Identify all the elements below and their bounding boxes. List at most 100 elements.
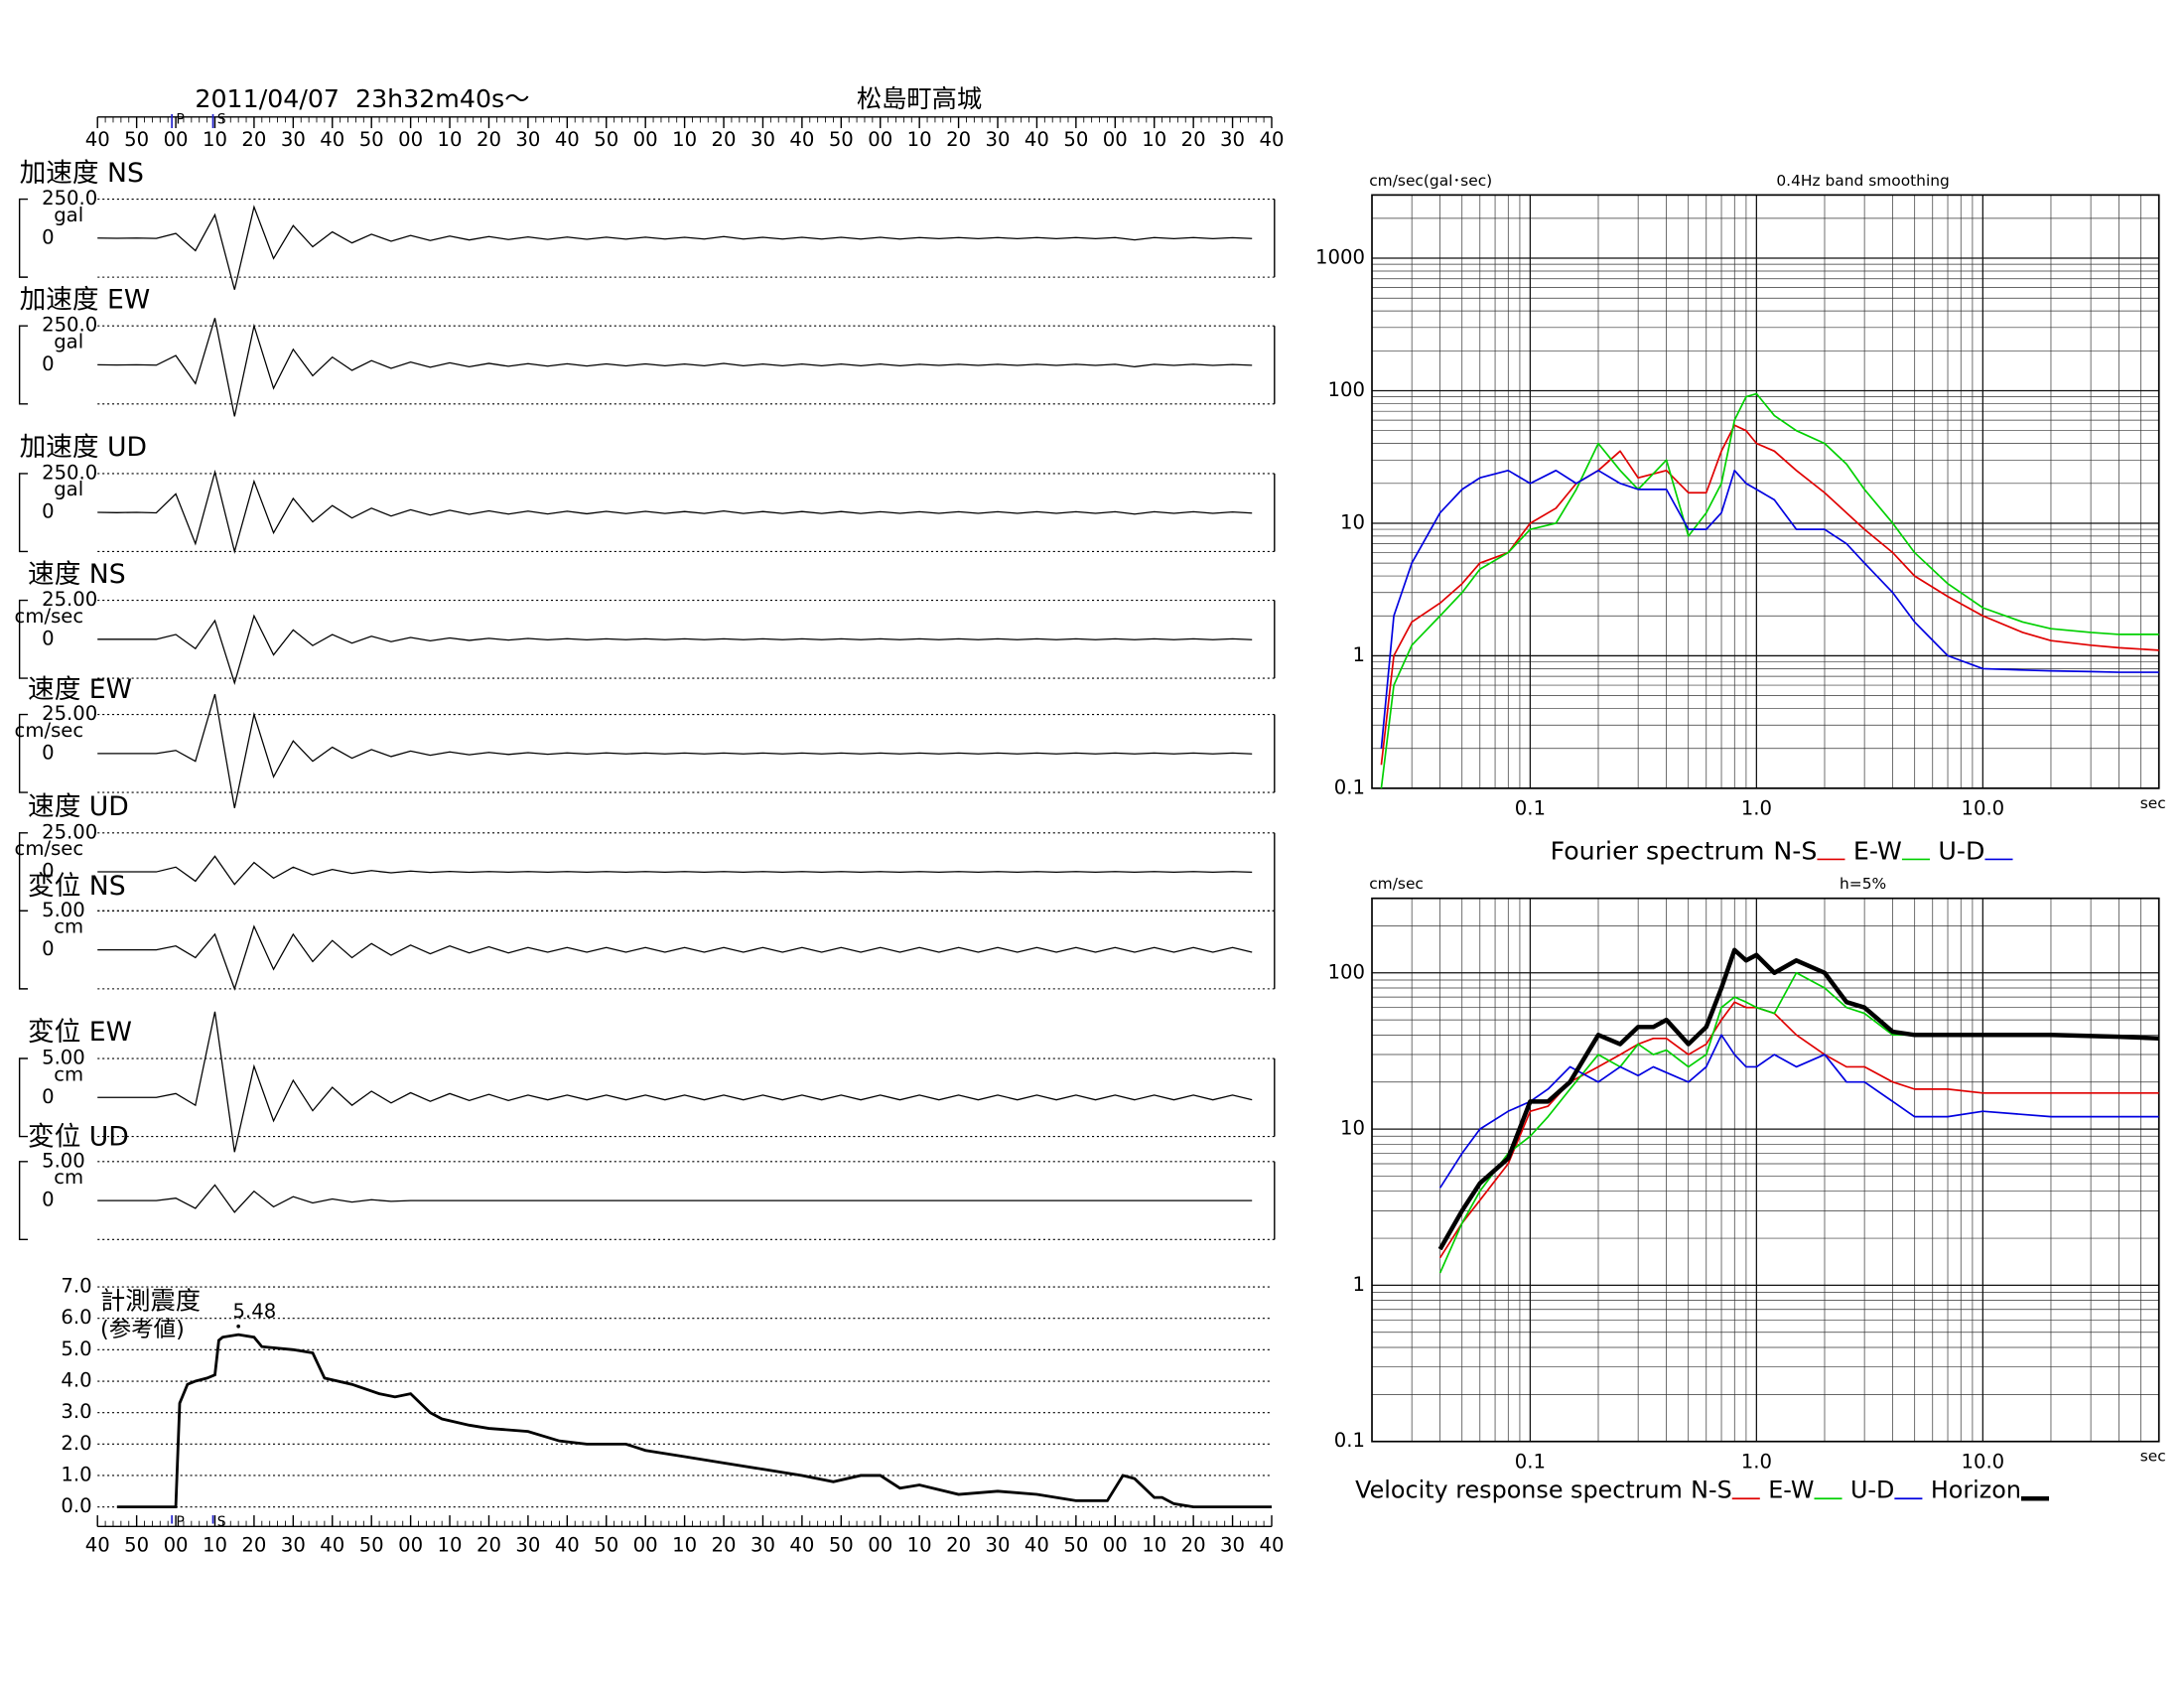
y-tick-label: 1: [1352, 1273, 1365, 1296]
spectrum-line: [1438, 1001, 2159, 1259]
time-tick-label: 00: [398, 128, 423, 151]
time-tick-label: 40: [1024, 1533, 1049, 1556]
y-tick-label: 1000: [1315, 246, 1365, 269]
zero-label: 0: [42, 500, 55, 523]
zero-label: 0: [42, 741, 55, 764]
y-tick-label: 100: [1328, 960, 1365, 983]
phase-label: S: [217, 1514, 226, 1530]
time-tick-label: 00: [164, 128, 189, 151]
legend-label: U-D: [1850, 1477, 1894, 1504]
spectrum-line: [1380, 392, 2159, 788]
plot-frame: [1371, 897, 2160, 1443]
unit-label: gal: [54, 204, 83, 226]
time-tick-label: 00: [1103, 1533, 1128, 1556]
time-tick-label: 30: [986, 128, 1011, 151]
channel-bracket: [18, 713, 29, 793]
time-tick-label: 50: [829, 128, 854, 151]
time-tick-label: 20: [477, 1533, 501, 1556]
legend-label: E-W: [1853, 836, 1902, 865]
channel-bracket: [18, 599, 29, 679]
zero-label: 0: [42, 352, 55, 375]
time-tick-label: 20: [712, 1533, 737, 1556]
time-tick-label: 30: [751, 1533, 775, 1556]
waveform: [97, 1184, 1253, 1213]
channel-bracket: [18, 198, 29, 278]
y-tick-label: 4.0: [61, 1369, 91, 1392]
scale-label: 5.00: [42, 899, 85, 921]
spectrum-line: [1437, 947, 2159, 1251]
y-unit: cm/sec: [1369, 875, 1424, 893]
y-tick-label: 0.0: [61, 1494, 91, 1517]
time-tick-label: 40: [85, 128, 110, 151]
station: 松島町高城: [857, 84, 982, 113]
y-tick-label: 10: [1340, 510, 1365, 533]
time-tick-label: 00: [633, 128, 658, 151]
unit-label: cm/sec: [15, 719, 84, 742]
time-tick-label: 50: [1063, 128, 1088, 151]
scale-label: 25.00: [42, 820, 97, 843]
channel-label: 速度 UD: [28, 791, 129, 822]
scale-label: 250.0: [42, 314, 97, 337]
waveform: [97, 205, 1253, 290]
scale-label: 250.0: [42, 461, 97, 484]
unit-label: gal: [54, 478, 83, 500]
spectrum-line: [1380, 469, 2159, 749]
time-tick-label: 20: [946, 1533, 971, 1556]
time-tick-label: 10: [907, 128, 932, 151]
max-label: 5.48: [233, 1300, 277, 1323]
time-tick-label: 50: [359, 128, 384, 151]
y-tick-label: 6.0: [61, 1306, 91, 1329]
waveform: [97, 469, 1253, 554]
waveform: [97, 1011, 1253, 1153]
zero-label: 0: [42, 627, 55, 649]
time-tick-label: 40: [320, 128, 344, 151]
legend-label: Horizon: [1931, 1477, 2021, 1504]
time-tick-label: 10: [438, 128, 463, 151]
legend-label: U-D: [1938, 836, 1984, 865]
y-tick-label: 7.0: [61, 1275, 91, 1298]
channel-label: 変位 EW: [28, 1017, 132, 1048]
time-tick-label: 30: [751, 128, 775, 151]
scale-label: 25.00: [42, 702, 97, 725]
channel-bracket: [18, 325, 29, 405]
max-dot: [236, 1324, 240, 1329]
scale-label: 5.00: [42, 1047, 85, 1069]
time-tick-label: 30: [1220, 128, 1245, 151]
time-tick-label: 40: [1260, 128, 1285, 151]
legend-label: N-S: [1691, 1477, 1732, 1504]
time-tick-label: 50: [124, 1533, 149, 1556]
channel-label: 速度 EW: [28, 674, 132, 705]
channel-label: 変位 NS: [28, 871, 126, 902]
channel-label: 変位 UD: [28, 1121, 129, 1152]
x-tick-label: 0.1: [1515, 1450, 1546, 1473]
channel-label: 加速度 NS: [20, 158, 144, 189]
time-tick-label: 40: [85, 1533, 110, 1556]
x-unit: sec: [2140, 794, 2166, 812]
time-tick-label: 20: [1181, 1533, 1206, 1556]
zero-label: 0: [42, 937, 55, 960]
waveform: [97, 924, 1253, 991]
waveform: [97, 614, 1253, 686]
time-tick-label: 50: [124, 128, 149, 151]
zero-label: 0: [42, 1189, 55, 1211]
legend-label: N-S: [1773, 836, 1817, 865]
y-tick-label: 5.0: [61, 1337, 91, 1360]
waveform: [97, 318, 1253, 417]
x-tick-label: 1.0: [1741, 1450, 1772, 1473]
time-tick-label: 00: [164, 1533, 189, 1556]
channel-bracket: [18, 910, 29, 990]
time-tick-label: 40: [555, 1533, 580, 1556]
time-tick-label: 30: [281, 1533, 306, 1556]
y-tick-label: 0.1: [1334, 775, 1365, 798]
note: h=5%: [1840, 875, 1886, 893]
time-tick-label: 40: [789, 1533, 814, 1556]
x-unit: sec: [2140, 1448, 2166, 1466]
scale-label: 5.00: [42, 1149, 85, 1172]
zero-label: 0: [42, 225, 55, 248]
unit-label: cm: [54, 915, 83, 938]
legend-title: Velocity response spectrum: [1355, 1477, 1683, 1504]
time-tick-label: 00: [398, 1533, 423, 1556]
time-tick-label: 20: [946, 128, 971, 151]
time-tick-label: 10: [907, 1533, 932, 1556]
